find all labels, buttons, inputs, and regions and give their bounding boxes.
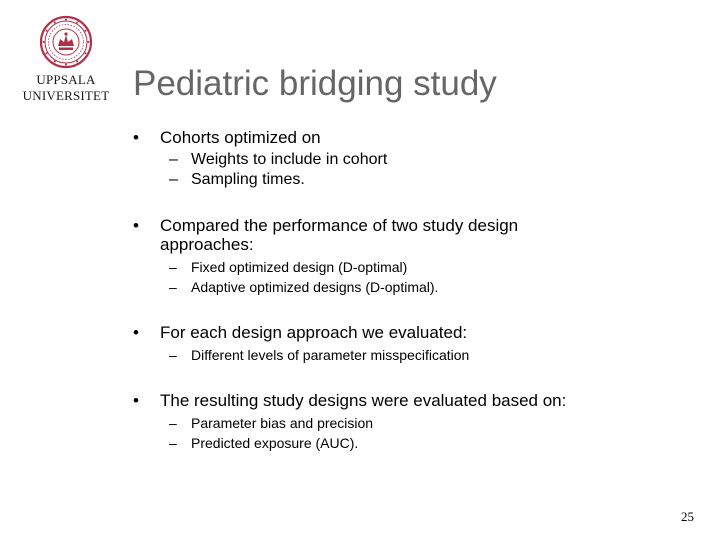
sub-bullet-text: Predicted exposure (AUC).: [191, 435, 359, 451]
sub-bullet-item: – Sampling times.: [133, 170, 693, 190]
logo-line-1: UPPSALA: [36, 72, 96, 87]
university-seal-icon: [39, 15, 93, 69]
sub-bullet-dash: –: [169, 415, 177, 431]
page-number: 25: [681, 509, 694, 524]
sub-bullet-text: Sampling times.: [191, 171, 305, 188]
bullet-text-line-2: approaches:: [160, 235, 254, 254]
sub-bullet-item: – Adaptive optimized designs (D-optimal)…: [133, 277, 693, 297]
sub-bullet-text: Different levels of parameter misspecifi…: [191, 347, 470, 363]
sub-bullet-dash: –: [169, 347, 177, 363]
logo-text: UPPSALA UNIVERSITET: [14, 72, 118, 104]
sub-bullet-dash: –: [169, 259, 177, 275]
bullet-item: • The resulting study designs were evalu…: [133, 391, 693, 410]
sub-bullet-text: Parameter bias and precision: [191, 415, 374, 431]
bullet-dot: •: [133, 391, 139, 410]
bullet-text: The resulting study designs were evaluat…: [160, 391, 567, 410]
sub-bullet-item: – Parameter bias and precision: [133, 413, 693, 433]
sub-bullet-dash: –: [169, 151, 178, 168]
bullet-text: For each design approach we evaluated:: [160, 323, 468, 342]
sub-bullet-item: – Weights to include in cohort: [133, 150, 693, 170]
bullet-item: • Cohorts optimized on: [133, 128, 693, 147]
university-logo: UPPSALA UNIVERSITET: [14, 15, 118, 104]
bullet-dot: •: [133, 323, 139, 342]
sub-bullet-dash: –: [169, 171, 178, 188]
bullet-list: • Cohorts optimized on – Weights to incl…: [133, 128, 693, 453]
sub-bullet-item: – Different levels of parameter misspeci…: [133, 345, 693, 365]
slide-title: Pediatric bridging study: [133, 64, 497, 103]
sub-bullet-dash: –: [169, 279, 177, 295]
bullet-text-line-1: Compared the performance of two study de…: [160, 216, 519, 235]
sub-bullet-text: Weights to include in cohort: [191, 151, 388, 168]
bullet-item: • Compared the performance of two study …: [133, 216, 693, 254]
sub-bullet-text: Fixed optimized design (D-optimal): [191, 259, 408, 275]
sub-bullet-item: – Predicted exposure (AUC).: [133, 433, 693, 453]
bullet-item: • For each design approach we evaluated:: [133, 323, 693, 342]
bullet-dot: •: [133, 128, 139, 147]
bullet-text: Cohorts optimized on: [160, 128, 321, 147]
bullet-dot: •: [133, 216, 139, 235]
sub-bullet-item: – Fixed optimized design (D-optimal): [133, 257, 693, 277]
sub-bullet-dash: –: [169, 435, 177, 451]
logo-line-2: UNIVERSITET: [22, 88, 110, 103]
sub-bullet-text: Adaptive optimized designs (D-optimal).: [191, 279, 439, 295]
